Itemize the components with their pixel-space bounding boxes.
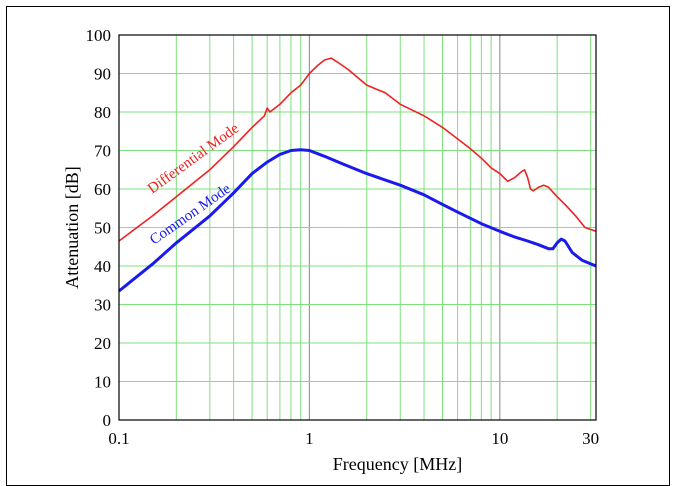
grid: [119, 35, 596, 420]
y-tick-label: 0: [103, 411, 112, 430]
y-tick-label: 80: [94, 103, 111, 122]
x-tick-label: 1: [305, 429, 314, 448]
x-tick-label: 30: [582, 429, 599, 448]
y-tick-label: 60: [94, 180, 111, 199]
y-axis-label: Attenuation [dB]: [62, 166, 82, 288]
x-tick-label: 10: [491, 429, 508, 448]
y-tick-label: 20: [94, 334, 111, 353]
x-axis-label: Frequency [MHz]: [333, 454, 462, 474]
y-tick-label: 50: [94, 219, 111, 238]
series-group: [118, 57, 597, 293]
common-mode-line: [118, 148, 597, 293]
plot-border: [118, 34, 597, 421]
y-tick-label: 70: [94, 142, 111, 161]
y-tick-label: 100: [86, 26, 112, 45]
y-tick-label: 10: [94, 373, 111, 392]
differential-mode-line: [118, 57, 597, 242]
y-tick-label: 90: [94, 65, 111, 84]
x-tick-label: 0.1: [108, 429, 129, 448]
tick-labels: 0 10 20 30 40 50 60 70 80 90 100 0.1 1 10 30: [86, 26, 600, 448]
y-tick-label: 40: [94, 257, 111, 276]
y-tick-label: 30: [94, 296, 111, 315]
